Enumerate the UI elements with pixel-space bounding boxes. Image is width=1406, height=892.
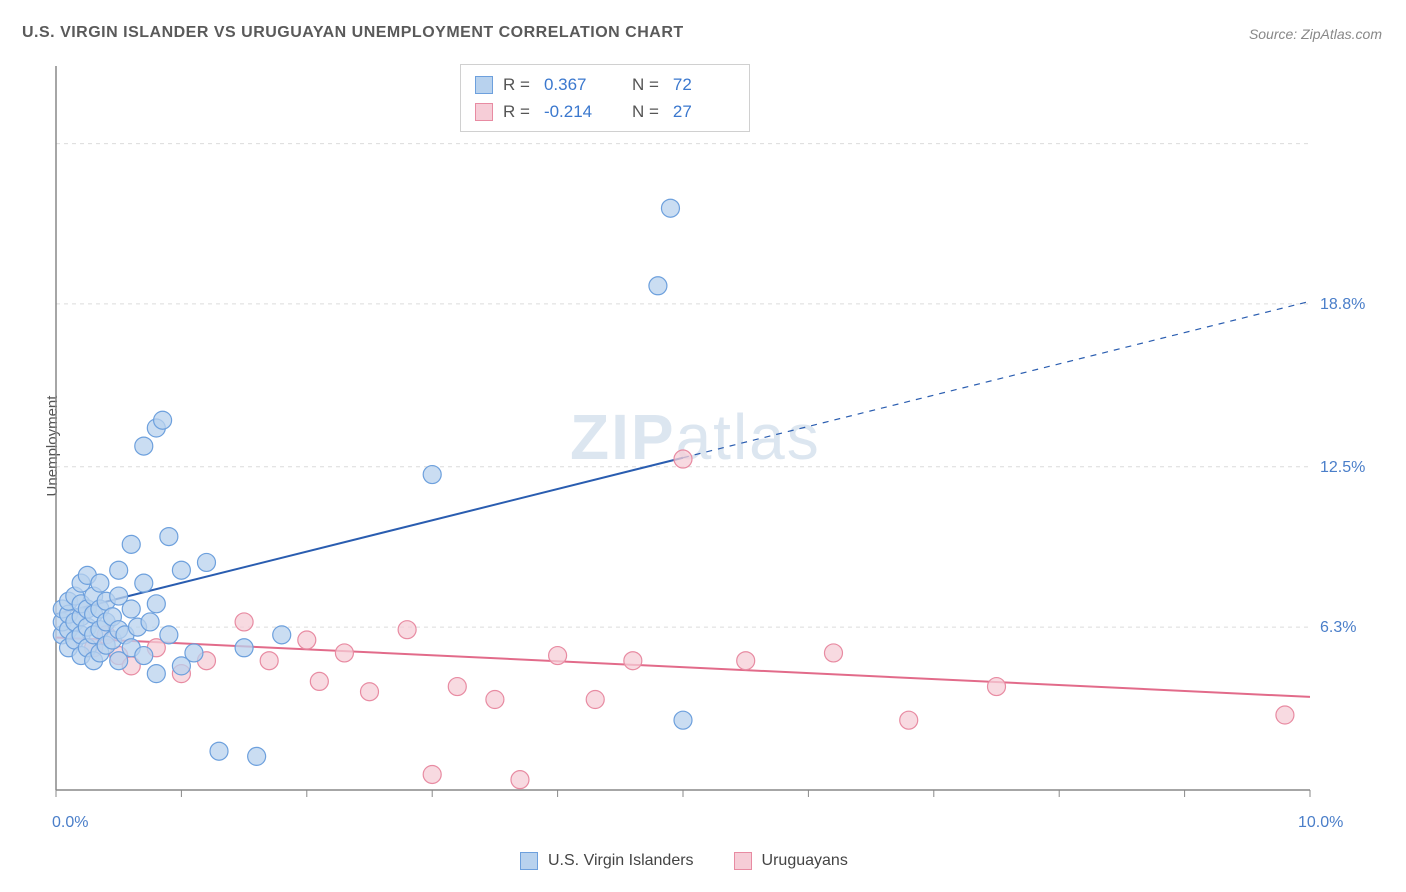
- scatter-chart-svg: 6.3% 12.5% 18.8%: [50, 58, 1380, 838]
- svg-text:12.5%: 12.5%: [1320, 459, 1365, 476]
- r-value-0: 0.367: [544, 71, 606, 98]
- source-label: Source: ZipAtlas.com: [1249, 26, 1382, 42]
- legend-swatch: [734, 852, 752, 870]
- legend-item-1: Uruguayans: [734, 852, 848, 870]
- legend-row-series-1: R = -0.214 N = 27: [475, 98, 735, 125]
- legend-swatch-0: [475, 76, 493, 94]
- legend-item-0: U.S. Virgin Islanders: [520, 852, 694, 870]
- legend-label: U.S. Virgin Islanders: [548, 852, 694, 870]
- r-label: R =: [503, 71, 530, 98]
- series-legend: U.S. Virgin Islanders Uruguayans: [520, 852, 848, 870]
- svg-text:18.8%: 18.8%: [1320, 296, 1365, 313]
- correlation-legend: R = 0.367 N = 72 R = -0.214 N = 27: [460, 64, 750, 132]
- n-label: N =: [632, 71, 659, 98]
- r-label: R =: [503, 98, 530, 125]
- legend-swatch: [520, 852, 538, 870]
- n-value-0: 72: [673, 71, 735, 98]
- svg-text:6.3%: 6.3%: [1320, 619, 1356, 636]
- x-tick-label-min: 0.0%: [52, 814, 88, 832]
- legend-swatch-1: [475, 103, 493, 121]
- chart-title: U.S. VIRGIN ISLANDER VS URUGUAYAN UNEMPL…: [22, 24, 684, 42]
- chart-area: 6.3% 12.5% 18.8%: [50, 58, 1380, 838]
- n-value-1: 27: [673, 98, 735, 125]
- legend-label: Uruguayans: [762, 852, 848, 870]
- x-tick-label-max: 10.0%: [1298, 814, 1343, 832]
- r-value-1: -0.214: [544, 98, 606, 125]
- n-label: N =: [632, 98, 659, 125]
- legend-row-series-0: R = 0.367 N = 72: [475, 71, 735, 98]
